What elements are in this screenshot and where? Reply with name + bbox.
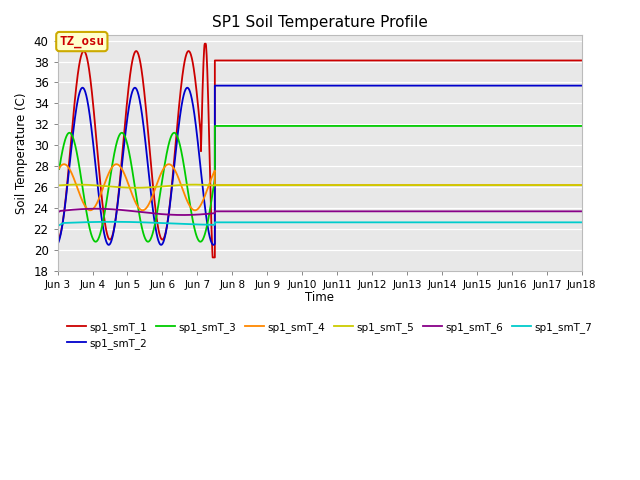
sp1_smT_1	[165, 210, 173, 216]
sp1_smT_2	[54, 241, 61, 247]
Line: sp1_smT_5: sp1_smT_5	[58, 185, 582, 188]
sp1_smT_7	[140, 219, 147, 225]
sp1_smT_5	[180, 182, 188, 188]
sp1_smT_3	[102, 201, 110, 207]
X-axis label: Time: Time	[305, 291, 334, 304]
sp1_smT_1	[139, 78, 147, 84]
sp1_smT_3	[196, 239, 204, 244]
Text: TZ_osu: TZ_osu	[60, 35, 104, 48]
sp1_smT_7	[165, 220, 173, 226]
sp1_smT_6	[87, 206, 95, 212]
Line: sp1_smT_2: sp1_smT_2	[58, 85, 582, 245]
sp1_smT_4	[165, 161, 173, 167]
sp1_smT_6	[180, 212, 188, 218]
sp1_smT_7	[54, 223, 61, 229]
sp1_smT_3	[87, 230, 95, 236]
sp1_smT_2	[210, 242, 218, 248]
sp1_smT_1	[102, 227, 110, 233]
sp1_smT_1	[54, 237, 61, 242]
sp1_smT_7	[578, 219, 586, 225]
sp1_smT_6	[92, 206, 100, 212]
sp1_smT_4	[54, 163, 61, 169]
sp1_smT_4	[578, 182, 586, 188]
sp1_smT_5	[102, 183, 110, 189]
Line: sp1_smT_4: sp1_smT_4	[58, 164, 582, 210]
sp1_smT_2	[102, 238, 110, 244]
sp1_smT_5	[74, 182, 81, 188]
sp1_smT_6	[54, 209, 61, 215]
sp1_smT_5	[140, 185, 147, 191]
sp1_smT_1	[209, 254, 216, 260]
sp1_smT_1	[201, 41, 209, 47]
sp1_smT_7	[196, 222, 204, 228]
Title: SP1 Soil Temperature Profile: SP1 Soil Temperature Profile	[212, 15, 428, 30]
sp1_smT_5	[166, 183, 173, 189]
sp1_smT_1	[196, 120, 204, 126]
sp1_smT_7	[102, 219, 110, 225]
sp1_smT_4	[196, 203, 204, 209]
Line: sp1_smT_1: sp1_smT_1	[58, 44, 582, 257]
sp1_smT_3	[211, 123, 219, 129]
sp1_smT_5	[196, 182, 204, 188]
sp1_smT_3	[139, 229, 147, 235]
sp1_smT_3	[144, 239, 152, 245]
sp1_smT_5	[132, 185, 140, 191]
Y-axis label: Soil Temperature (C): Soil Temperature (C)	[15, 93, 28, 214]
sp1_smT_7	[180, 221, 188, 227]
sp1_smT_5	[54, 182, 61, 188]
sp1_smT_7	[108, 219, 116, 225]
sp1_smT_2	[211, 83, 219, 88]
sp1_smT_4	[180, 190, 188, 196]
Line: sp1_smT_6: sp1_smT_6	[58, 209, 582, 215]
sp1_smT_6	[179, 212, 187, 218]
sp1_smT_2	[578, 83, 586, 88]
Line: sp1_smT_3: sp1_smT_3	[58, 126, 582, 242]
sp1_smT_4	[139, 207, 147, 213]
sp1_smT_2	[165, 211, 173, 216]
Legend: sp1_smT_1, sp1_smT_2, sp1_smT_3, sp1_smT_4, sp1_smT_5, sp1_smT_6, sp1_smT_7: sp1_smT_1, sp1_smT_2, sp1_smT_3, sp1_smT…	[63, 318, 596, 353]
sp1_smT_2	[139, 119, 147, 125]
sp1_smT_4	[191, 207, 199, 213]
sp1_smT_3	[165, 140, 173, 145]
sp1_smT_7	[87, 219, 95, 225]
sp1_smT_1	[87, 81, 95, 87]
sp1_smT_2	[196, 157, 204, 163]
sp1_smT_5	[88, 182, 95, 188]
sp1_smT_6	[196, 212, 204, 217]
Line: sp1_smT_7: sp1_smT_7	[58, 222, 582, 226]
sp1_smT_2	[180, 92, 188, 98]
sp1_smT_3	[578, 123, 586, 129]
sp1_smT_4	[87, 207, 95, 213]
sp1_smT_3	[54, 158, 61, 164]
sp1_smT_1	[578, 58, 586, 63]
sp1_smT_4	[102, 177, 110, 182]
sp1_smT_6	[578, 208, 586, 214]
sp1_smT_3	[180, 163, 188, 169]
sp1_smT_6	[140, 209, 147, 215]
sp1_smT_6	[165, 212, 173, 217]
sp1_smT_5	[578, 182, 586, 188]
sp1_smT_6	[102, 206, 110, 212]
sp1_smT_4	[165, 161, 173, 167]
sp1_smT_1	[180, 64, 188, 70]
sp1_smT_2	[87, 122, 95, 128]
